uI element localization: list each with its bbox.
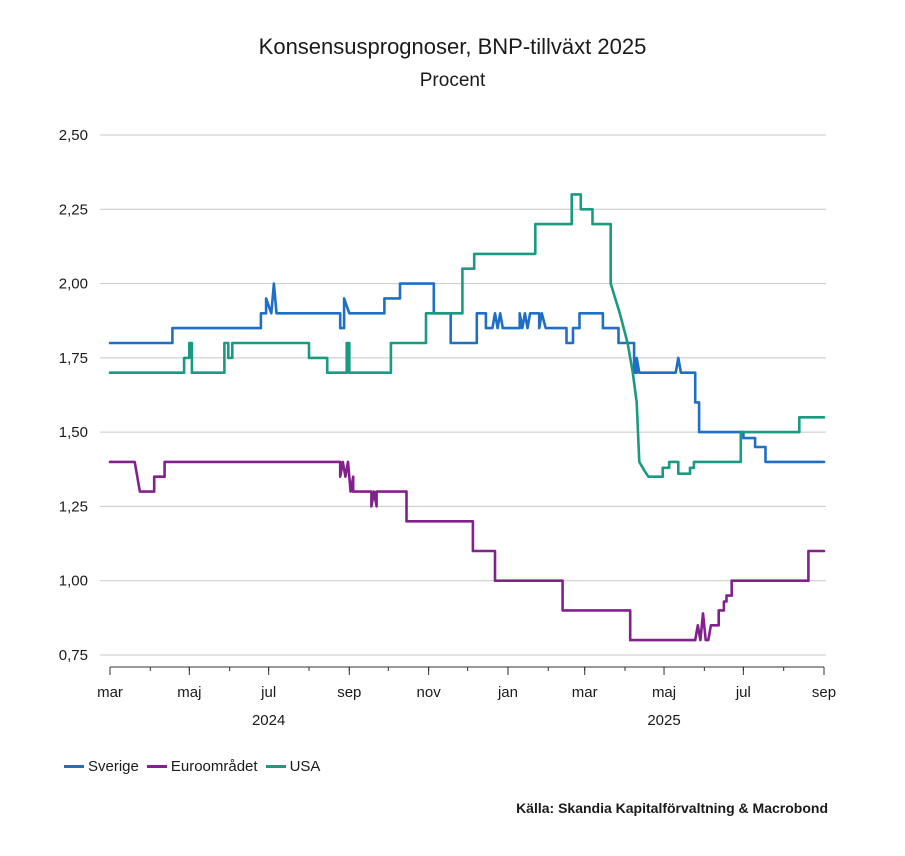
- legend-swatch: [265, 765, 286, 768]
- legend-label: Euroområdet: [170, 758, 258, 775]
- x-tick-label: mar: [97, 684, 123, 701]
- x-tick-label: sep: [812, 684, 836, 701]
- legend-label: Sverige: [88, 758, 139, 775]
- y-tick-label: 1,25: [59, 498, 88, 515]
- x-tick-label: nov: [417, 684, 442, 701]
- series-line-sverige: [108, 282, 826, 464]
- y-tick-label: 2,25: [59, 201, 88, 218]
- chart-title: Konsensusprognoser, BNP-tillväxt 2025: [258, 34, 647, 59]
- chart-subtitle: Procent: [419, 70, 486, 91]
- source-note: Källa: Skandia Kapitalförvaltning & Macr…: [516, 800, 828, 816]
- y-tick-label: 1,50: [59, 424, 88, 441]
- series-line-euroomrdet: [108, 460, 826, 642]
- x-year-label: 2025: [647, 712, 680, 729]
- legend-swatch: [64, 765, 84, 768]
- legend: Sverige Euroområdet USA: [64, 758, 328, 775]
- x-tick-label: jul: [735, 684, 751, 701]
- x-tick-label: maj: [177, 684, 201, 701]
- x-tick-label: jul: [260, 684, 276, 701]
- x-year-label: 2024: [252, 712, 285, 729]
- series-line-usa: [108, 193, 826, 479]
- y-tick-label: 2,50: [59, 127, 88, 144]
- y-tick-label: 1,00: [59, 573, 88, 590]
- legend-item: Euroområdet: [146, 758, 258, 775]
- y-tick-label: 2,00: [59, 276, 88, 293]
- legend-label: USA: [289, 758, 321, 775]
- x-tick-label: sep: [337, 684, 361, 701]
- y-tick-label: 1,75: [59, 350, 88, 367]
- legend-swatch: [146, 765, 167, 768]
- x-tick-label: jan: [497, 684, 518, 701]
- legend-item: USA: [265, 758, 321, 775]
- legend-item: Sverige: [64, 758, 139, 775]
- x-tick-label: maj: [652, 684, 676, 701]
- y-tick-label: 0,75: [59, 647, 88, 664]
- x-tick-label: mar: [572, 684, 598, 701]
